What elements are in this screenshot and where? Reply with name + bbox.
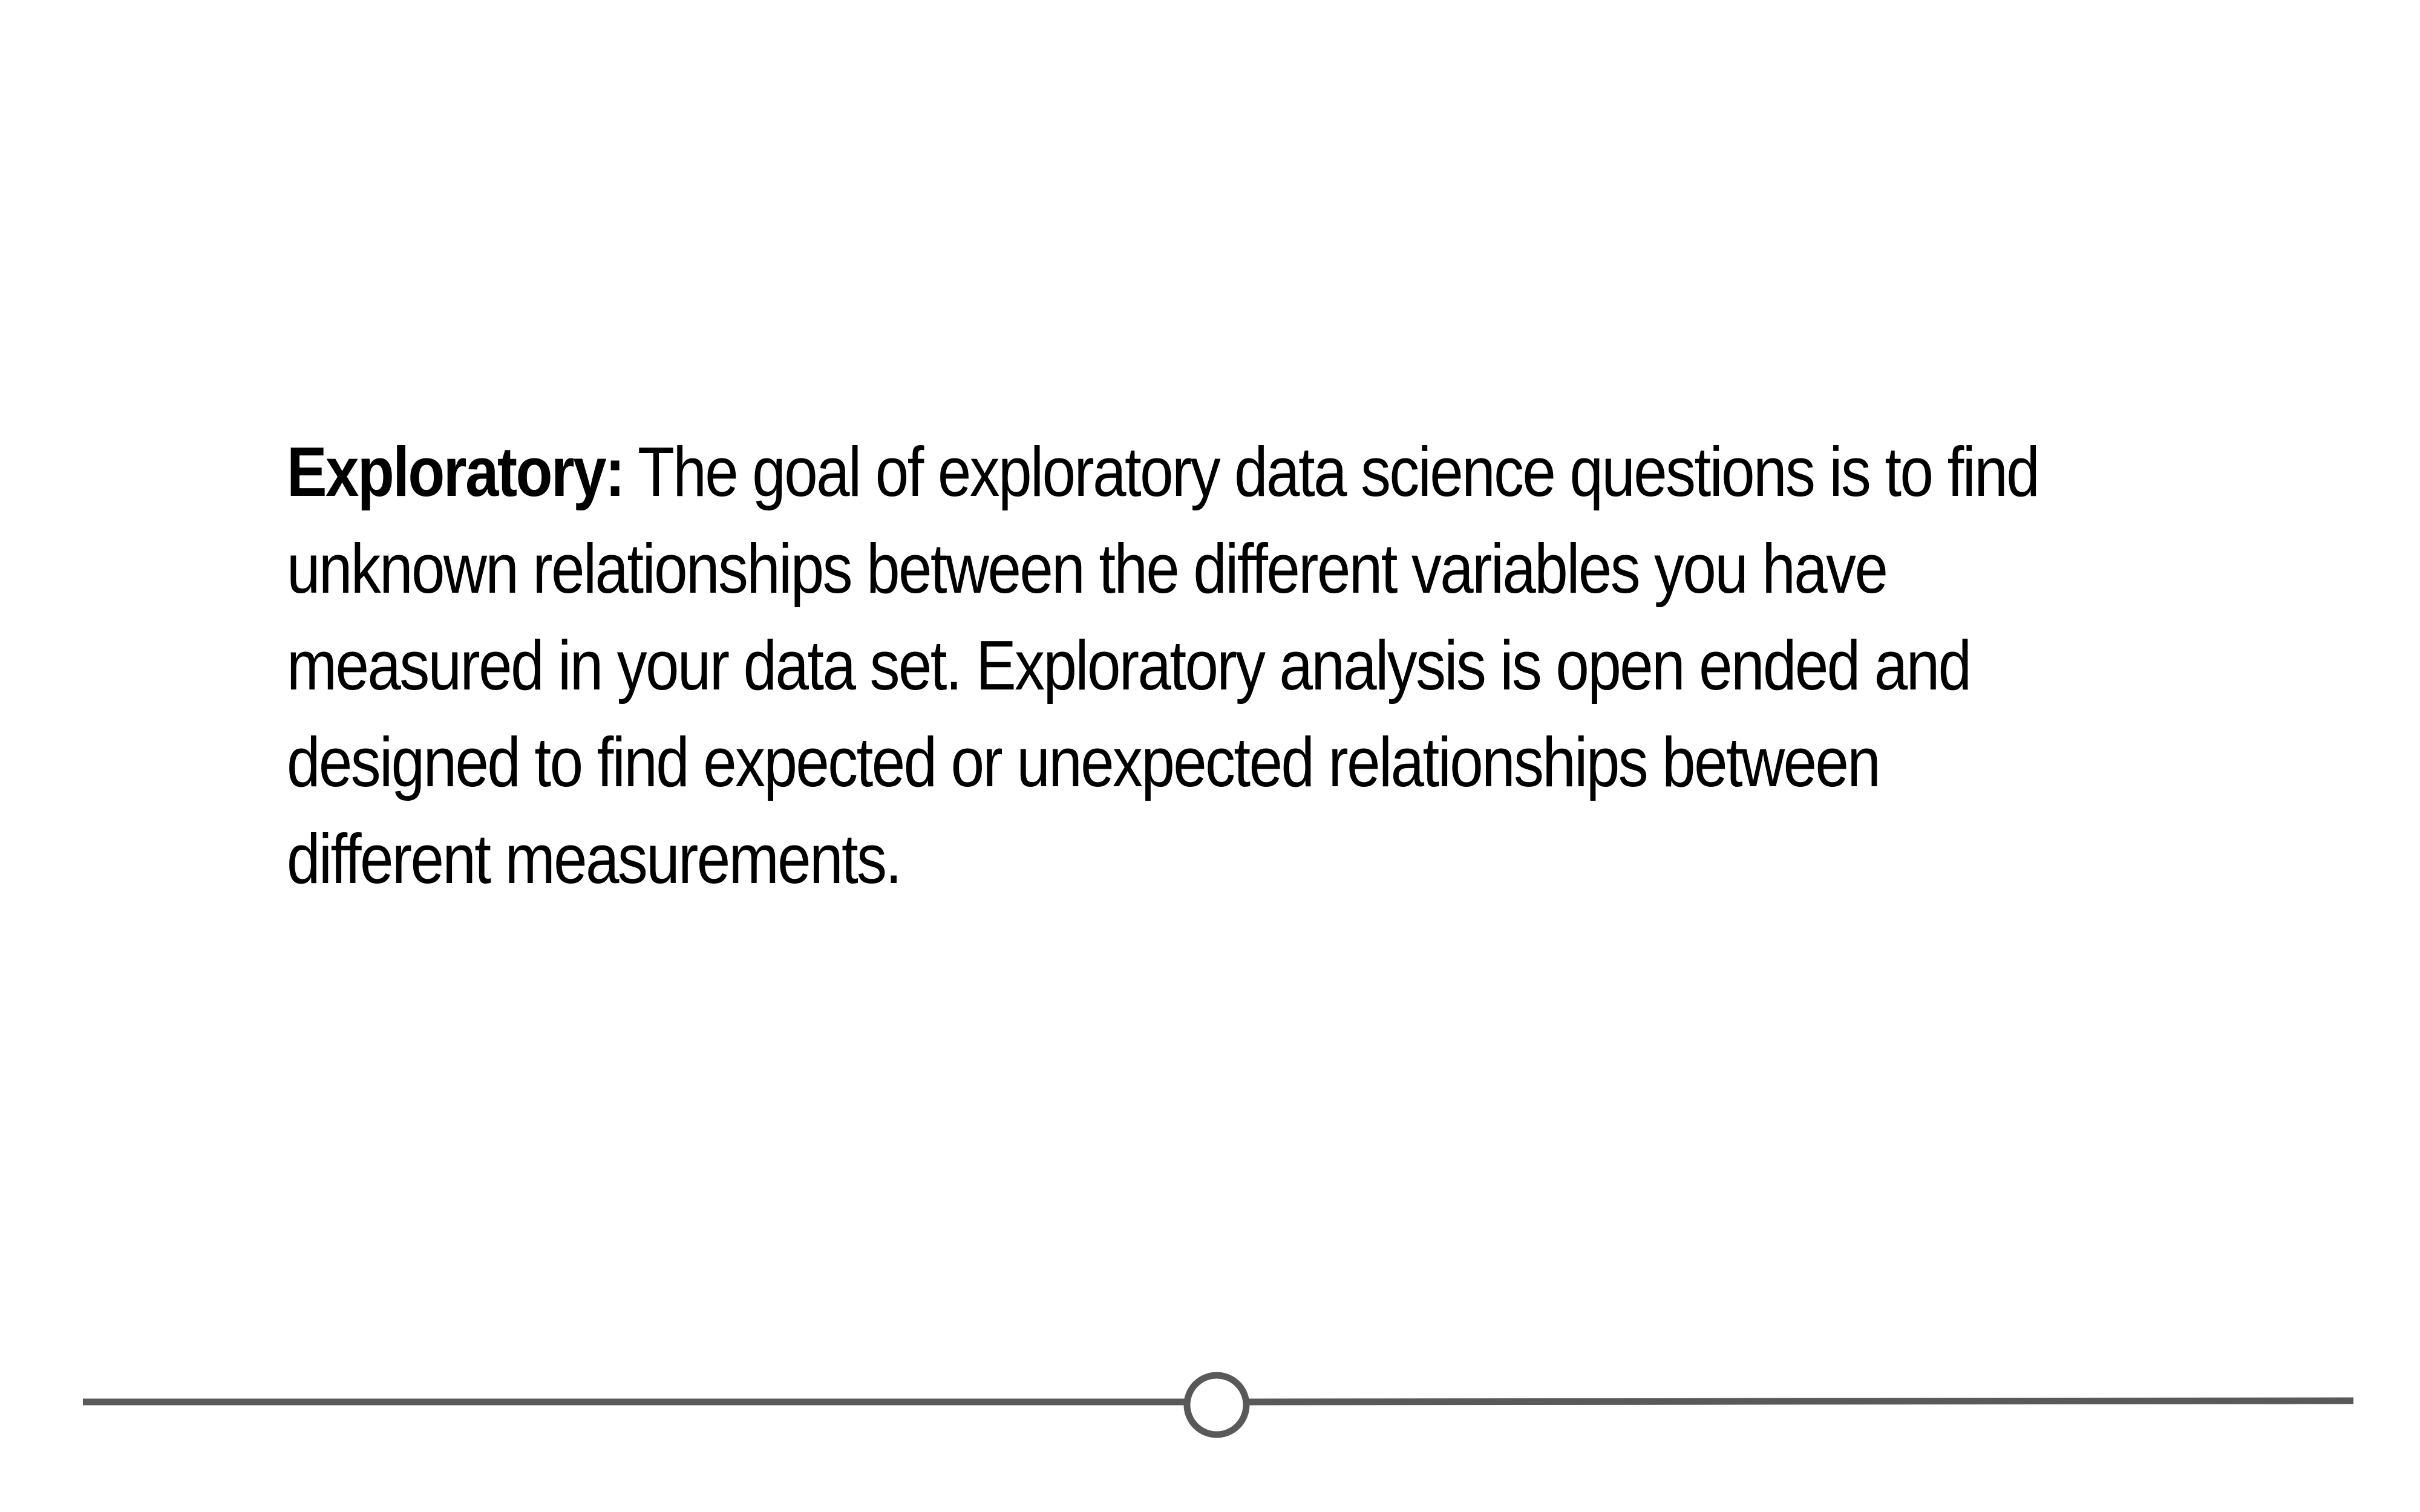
timeline-marker-icon (1183, 1372, 1250, 1438)
lead-term: Exploratory: (287, 432, 625, 511)
body-paragraph: Exploratory: The goal of exploratory dat… (287, 423, 2092, 907)
paragraph-text: The goal of exploratory data science que… (287, 432, 2040, 898)
divider-line-right (1248, 1397, 2354, 1406)
